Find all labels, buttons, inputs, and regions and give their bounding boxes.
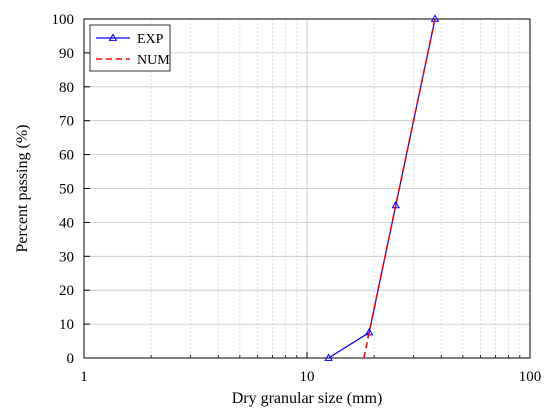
y-tick-label: 60 <box>59 148 74 164</box>
x-tick-label: 1 <box>80 369 88 385</box>
legend-box <box>89 24 171 72</box>
y-tick-label: 80 <box>59 80 74 96</box>
axis-ticks <box>83 18 531 359</box>
legend: EXP NUM <box>89 24 171 72</box>
legend-label-exp: EXP <box>137 32 164 47</box>
x-tick-label: 10 <box>300 369 315 385</box>
legend-label-num: NUM <box>137 53 170 68</box>
y-tick-label: 40 <box>59 215 74 231</box>
y-tick-label: 70 <box>59 114 74 130</box>
x-axis-title: Dry granular size (mm) <box>232 390 383 407</box>
x-tick-label: 100 <box>519 369 542 385</box>
y-tick-label: 100 <box>52 12 75 28</box>
tick-labels: 1 10 100 0 10 20 30 40 50 60 70 80 90 100 <box>52 12 542 385</box>
y-tick-label: 0 <box>67 351 75 367</box>
y-tick-label: 20 <box>59 283 74 299</box>
y-tick-label: 50 <box>59 182 74 198</box>
y-tick-label: 90 <box>59 46 74 62</box>
series-line-num <box>363 18 436 359</box>
legend-marker-exp <box>108 33 118 41</box>
y-axis-title: Percent passing (%) <box>14 125 31 253</box>
y-tick-label: 30 <box>59 249 74 265</box>
series-layer <box>324 14 440 361</box>
y-tick-label: 10 <box>59 317 74 333</box>
data-point-exp <box>324 353 333 361</box>
